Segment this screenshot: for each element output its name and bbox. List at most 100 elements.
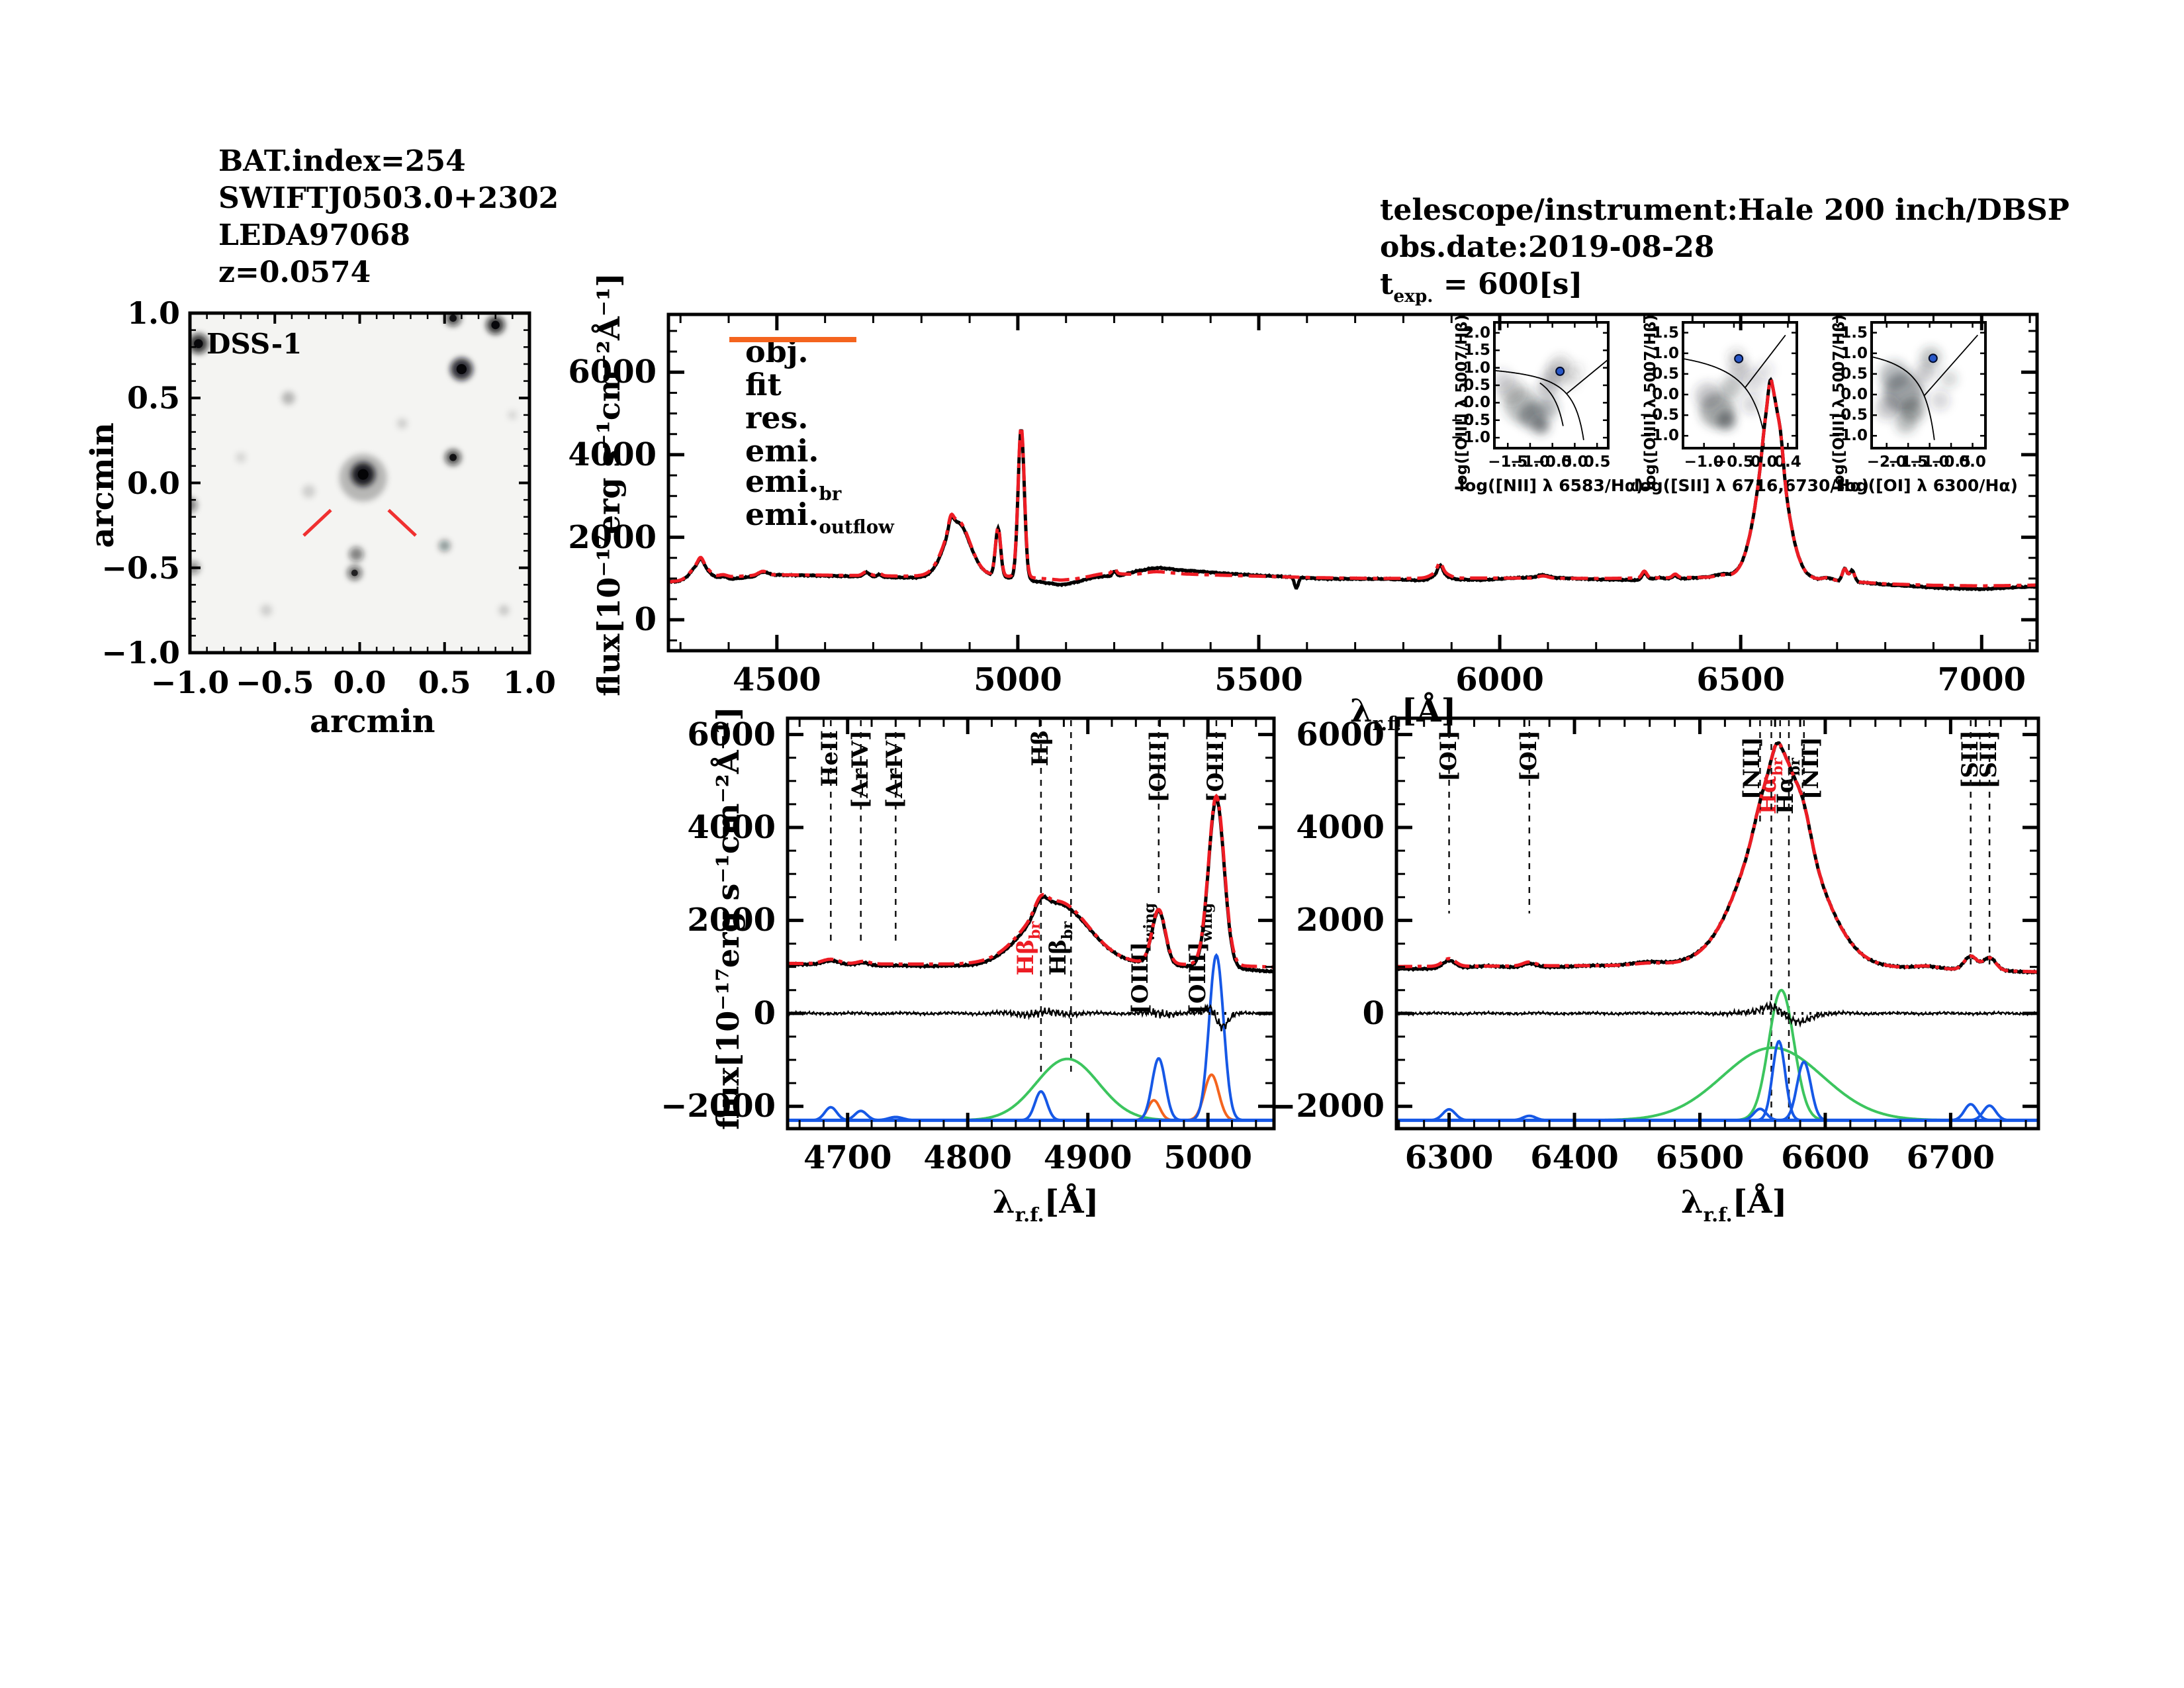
label-base: [OIII] [1184,941,1211,1014]
legend-item-emibr: emi.br [727,337,894,504]
emi-component [1398,1114,2037,1122]
lambda-unit: [Å] [1044,1184,1099,1221]
halpha-xtick-label: 6700 [1906,1139,1995,1176]
hbeta-ytick-label: 0 [753,994,776,1032]
obsdate-text: obs.date:2019-08-28 [1380,230,1715,264]
label-sub: br [1026,921,1044,939]
bpt-xtick-label: 0.0 [1959,453,1986,471]
legend-item-emioutflow: emi.outflow [727,337,894,538]
label-base: Hα [1772,775,1799,814]
star-blob [351,462,375,487]
lambda-sub: r.f. [1703,1203,1733,1226]
line-id-label: HeII [817,729,844,787]
halpha-ytick-label: 2000 [1296,902,1385,939]
main-ytick-label: 6000 [568,353,657,391]
halpha-ytick-label: 4000 [1296,809,1385,846]
halpha-xtick-label: 6600 [1781,1139,1870,1176]
legend-item-fit: fit [727,337,894,402]
halpha-frame [1394,716,2040,1131]
line-id-label: [SII] [1976,729,2003,789]
main-ytick-label: 0 [634,601,657,639]
bpt-xaxis-label: log([OI] λ 6300/Hα) [1839,476,2018,495]
star-core [449,453,457,461]
legend-label-text: emi. [745,463,819,499]
legend: obj. fit res. emi. emi.br emi.outflow [727,334,894,538]
line-component-label: Hβbr [1045,921,1076,976]
bpt-xaxis-label: log([NII] λ 6583/Hα) [1459,476,1644,495]
halpha-xtick-label: 6400 [1530,1139,1619,1176]
lambda-base: λ [1681,1184,1704,1221]
main-xaxis-label: λr.f.[Å] [1350,692,1456,735]
dss-xtick-label: 1.0 [502,665,557,700]
main-xtick-label: 7000 [1937,661,2026,698]
emi-component [1398,1107,2037,1122]
bpt-demarcation-curves [1684,334,1786,437]
line-id-label: [ArIV] [882,729,909,809]
star-blob [191,334,208,354]
slit-marker [387,508,417,537]
halpha-ticks [1396,718,2038,1129]
bpt-yaxis-label: log([OIII] λ 5007/Hβ) [1453,314,1471,491]
hbeta-xtick-label: 5000 [1163,1139,1252,1176]
hbeta-xtick-label: 4900 [1043,1139,1132,1176]
emi-component [1398,1103,2037,1122]
texp-sub: exp. [1393,285,1433,306]
label-base: Hβ [1045,939,1072,976]
lambda-sub: r.f. [1372,712,1402,735]
main-xtick-label: 5000 [974,661,1062,698]
star-core [351,569,358,577]
dss-ytick-label: −0.5 [101,549,180,586]
bpt-density-cloud [1694,349,1774,430]
dss-xaxis-label: arcmin [310,703,435,740]
star-blob [349,547,364,562]
main-xtick-label: 4500 [733,661,821,698]
emi-component [1398,1039,2037,1122]
bpt-xaxis-label: log([SII] λ 6716,6730/Hα) [1634,476,1870,495]
bpt-sy-badge: SY [1876,325,1902,346]
main-xtick-label: 5500 [1214,661,1303,698]
line-id-label: [ArIV] [846,729,874,809]
star-core [194,339,203,348]
dss-xtick-label: 0.0 [333,665,387,700]
star-blob [445,314,461,326]
legend-label: emi.outflow [745,496,894,538]
bpt-xtick-label: 0.4 [1774,453,1801,471]
main-yaxis-label: flux[10⁻¹⁷erg s⁻¹cm⁻²Å⁻¹] [590,273,627,696]
star-blob [260,604,273,616]
obj-spectrum-curve [1398,741,2037,975]
emi_br-component [789,1057,1273,1122]
bpt-target-point [1734,353,1744,363]
dss-xtick-label: −0.5 [235,665,314,700]
fit-spectrum-curve [1398,741,2037,974]
star-blob [191,498,197,512]
line-id-label: [OI] [1435,729,1462,782]
legend-swatch [729,337,856,342]
line-component-label: Hβbr [1013,921,1044,976]
bpt-yaxis-label: log([OIII] λ 5007/Hβ) [1642,314,1659,491]
dss-xtick-label: 0.5 [418,665,471,700]
texp-base: t [1380,267,1394,301]
star-blob [450,357,473,381]
bpt-density-cloud [1496,355,1584,434]
lambda-unit: [Å] [1401,692,1457,729]
legend-label-sub: outflow [819,516,894,538]
halpha-curves [1398,741,2037,1122]
emi-component [1398,1104,2037,1122]
hbeta-ytick-label: 6000 [687,716,776,753]
bpt-target-point [1555,366,1565,376]
star-blob [438,539,451,552]
residual-curve [1398,1000,2037,1028]
label-base: [OIII] [1126,941,1154,1014]
line-component-label: Hαbr [1772,758,1803,814]
emi_br-component [1398,988,2037,1122]
bpt-sy-badge: SY [1688,325,1713,346]
line-id-label: [OIII] [1144,729,1171,803]
dss-ticks [189,312,531,654]
emi-component [1398,1060,2037,1122]
label-sub: wing [1140,902,1158,942]
legend-label-text: fit [745,367,782,402]
star-blob [347,565,362,581]
hbeta-ytick-label: 4000 [687,809,776,846]
hbeta-ytick-label: −2000 [660,1088,776,1125]
